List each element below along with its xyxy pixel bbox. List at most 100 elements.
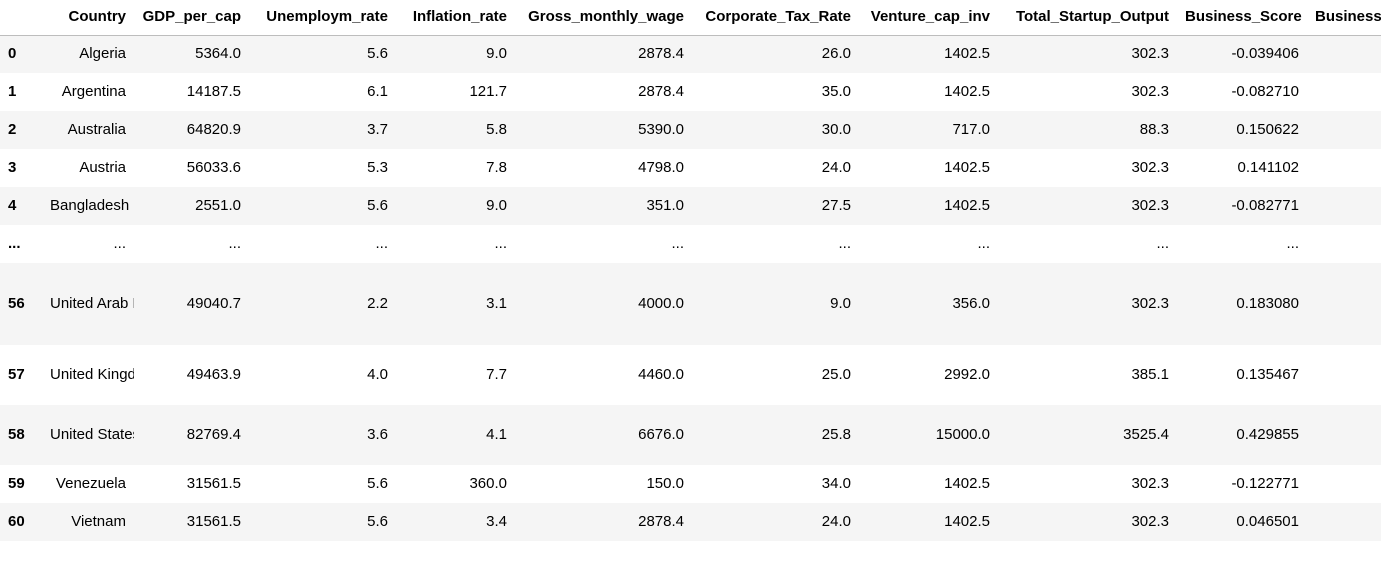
table-cell: 302.3 — [1131, 159, 1169, 176]
table-row: 57 United Kingdom 49463.9 4.0 7.7 4460.0… — [0, 345, 1381, 405]
table-cell: 5364.0 — [195, 45, 241, 63]
table-cell: -0.082710 — [1231, 83, 1299, 100]
row-index: 1 — [8, 83, 17, 100]
table-cell: Bangladesh — [50, 197, 130, 214]
table-cell: United Kingdom — [50, 366, 134, 383]
table-cell: 5.6 — [367, 45, 388, 63]
row-index: 58 — [8, 426, 25, 443]
column-header: Gross_monthly_wage — [528, 8, 684, 26]
table-cell: Algeria — [79, 45, 126, 63]
row-index: 57 — [8, 366, 25, 383]
table-cell: 302.3 — [1131, 45, 1169, 63]
column-header: Corporate_Tax_Rate — [705, 8, 851, 26]
table-cell: 1402.5 — [944, 197, 990, 214]
table-row: 2 Australia 64820.9 3.7 5.8 5390.0 30.0 … — [0, 111, 1381, 149]
table-cell — [1307, 225, 1381, 263]
table-cell: ... — [671, 235, 684, 252]
table-cell: 385.1 — [1131, 366, 1169, 383]
table-cell: 4000.0 — [638, 295, 684, 312]
table-cell: 3525.4 — [1123, 426, 1169, 443]
table-cell — [1307, 111, 1381, 149]
table-cell: 2878.4 — [638, 45, 684, 63]
table-cell: 4.1 — [486, 426, 507, 443]
table-cell: 5.6 — [367, 475, 388, 492]
table-cell: 2.2 — [367, 295, 388, 312]
column-header: Business_Score — [1185, 8, 1302, 26]
table-cell: ... — [113, 235, 126, 252]
table-cell: 0.150622 — [1236, 121, 1299, 138]
table-cell: -0.122771 — [1231, 475, 1299, 492]
table-cell: 150.0 — [646, 475, 684, 492]
table-cell: Venezuela — [55, 475, 126, 492]
column-header: Country — [68, 8, 127, 26]
table-cell: ... — [1156, 235, 1169, 252]
table-cell: 2878.4 — [638, 83, 684, 100]
table-row: 58 United States 82769.4 3.6 4.1 6676.0 … — [0, 405, 1381, 465]
table-cell: Argentina — [61, 83, 126, 100]
table-cell: 25.0 — [821, 366, 851, 383]
table-cell: 6676.0 — [638, 426, 684, 443]
table-cell: 0.046501 — [1236, 513, 1299, 530]
table-cell: 26.0 — [821, 45, 851, 63]
header-row: Country GDP_per_cap Unemploym_rate Infla… — [0, 0, 1381, 35]
table-cell: 3.7 — [367, 121, 388, 138]
table-cell: ... — [838, 235, 851, 252]
table-cell: Vietnam — [71, 513, 126, 530]
table-cell: 6.1 — [367, 83, 388, 100]
column-header: Venture_cap_inv — [870, 8, 990, 26]
table-row: 1 Argentina 14187.5 6.1 121.7 2878.4 35.… — [0, 73, 1381, 111]
column-header: Total_Startup_Output — [1015, 8, 1169, 26]
table-cell: 5.6 — [367, 197, 388, 214]
table-cell: Australia — [67, 121, 126, 138]
table-cell: 5.3 — [367, 159, 388, 176]
column-header: GDP_per_cap — [142, 8, 241, 26]
table-cell: 88.3 — [1139, 121, 1169, 138]
table-cell: United Arab Emirates — [50, 295, 134, 312]
table-cell: 302.3 — [1131, 83, 1169, 100]
table-cell: 27.5 — [821, 197, 851, 214]
row-index: 59 — [8, 475, 25, 492]
table-cell: 9.0 — [830, 295, 851, 312]
table-cell: -0.082771 — [1231, 197, 1299, 214]
table-cell: 34.0 — [821, 475, 851, 492]
column-header: Unemploym_rate — [266, 8, 388, 26]
table-cell: 4.0 — [367, 366, 388, 383]
table-cell: 25.8 — [821, 426, 851, 443]
table-cell: 9.0 — [486, 45, 507, 63]
table-cell: 9.0 — [486, 197, 507, 214]
table-cell: 82769.4 — [186, 426, 241, 443]
ellipsis-row: ... ... ... ... ... ... ... ... ... ... — [0, 225, 1381, 263]
table-cell: United States — [50, 426, 134, 443]
index-header — [0, 0, 42, 35]
row-index: 60 — [8, 513, 25, 530]
table-cell: ... — [375, 235, 388, 252]
row-index: 3 — [8, 159, 17, 176]
table-cell: ... — [977, 235, 990, 252]
row-index: 4 — [8, 197, 17, 214]
table-cell: 1402.5 — [944, 475, 990, 492]
table-row: 0 Algeria 5364.0 5.6 9.0 2878.4 26.0 140… — [0, 35, 1381, 73]
table-cell: 24.0 — [821, 159, 851, 176]
table-cell: ... — [1286, 235, 1299, 252]
table-cell: Austria — [79, 159, 126, 176]
table-cell — [1307, 503, 1381, 541]
table-row: 60 Vietnam 31561.5 5.6 3.4 2878.4 24.0 1… — [0, 503, 1381, 541]
table-cell — [1307, 149, 1381, 187]
table-cell: 15000.0 — [935, 426, 990, 443]
column-header: Business — [1315, 8, 1381, 26]
table-cell — [1307, 187, 1381, 225]
table-cell: 302.3 — [1131, 513, 1169, 530]
table-row: 59 Venezuela 31561.5 5.6 360.0 150.0 34.… — [0, 465, 1381, 503]
table-cell: 4460.0 — [638, 366, 684, 383]
row-index: 2 — [8, 121, 17, 138]
row-index: 56 — [8, 295, 25, 312]
table-cell: 3.6 — [367, 426, 388, 443]
table-row: 56 United Arab Emirates 49040.7 2.2 3.1 … — [0, 263, 1381, 345]
table-cell: 24.0 — [821, 513, 851, 530]
table-cell: ... — [228, 235, 241, 252]
table-cell — [1307, 263, 1381, 345]
table-cell — [1307, 465, 1381, 503]
dataframe-table: Country GDP_per_cap Unemploym_rate Infla… — [0, 0, 1381, 541]
table-cell: 3.1 — [486, 295, 507, 312]
